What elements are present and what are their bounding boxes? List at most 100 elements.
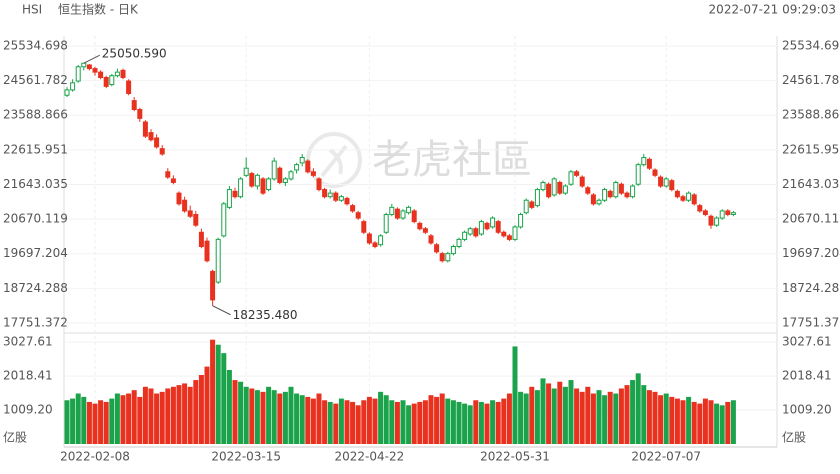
volume-bar [366,396,372,444]
x-tick-label: 2022-07-07 [631,450,701,464]
volume-bar [282,391,288,444]
volume-bar [534,390,540,444]
candle-body [568,171,574,185]
candle-body [75,66,81,82]
high-annotation: 25050.590 [102,47,167,61]
candle-body [540,181,546,191]
candle-body [210,270,216,301]
volume-bar [641,385,647,444]
volume-bar [411,403,417,444]
candle-body [406,206,412,214]
candle-body [142,121,148,137]
volume-bar [686,396,692,444]
timestamp: 2022-07-21 09:29:03 [709,3,836,17]
volume-bar [165,388,171,444]
candle-body [439,253,445,262]
volume-bar [182,383,188,444]
y-tick-label: 3027.61 [3,335,53,349]
volume-bar [439,393,445,444]
candle-body [249,173,255,187]
volume-bar [540,378,546,444]
candle-body [714,217,720,226]
volume-unit: 亿股 [782,430,806,445]
volume-bar [389,400,395,444]
candle-body [288,171,294,180]
volume-bar [450,400,456,444]
volume-bar [131,390,137,444]
volume-bar [64,400,70,444]
y-tick-label: 1009.20 [3,403,53,417]
y-tick-label: 22615.951 [782,142,840,156]
volume-bar [103,401,109,444]
candle-body [103,76,109,87]
volume-bar [618,388,624,444]
candle-body [523,199,529,214]
candle-body [719,210,725,219]
candle-body [383,213,389,233]
candle-body [182,199,188,212]
volume-bar [551,388,557,444]
candle-body [512,226,518,240]
candle-body [730,212,736,215]
y-tick-label: 21643.035 [3,177,68,191]
x-tick-label: 2022-02-08 [60,450,130,464]
volume-bar [154,393,160,444]
candle-body [114,71,120,77]
y-tick-label: 1009.20 [782,403,832,417]
candle-body [467,228,473,235]
y-tick-label: 22615.951 [3,142,68,156]
volume-unit: 亿股 [3,430,27,445]
volume-bar [714,403,720,444]
volume-bar [266,386,272,444]
volume-bar [478,401,484,444]
volume-bar [518,391,524,444]
volume-bar [719,405,725,444]
candle-body [417,222,423,230]
candle-body [92,68,98,73]
volume-bar [316,393,322,444]
volume-bar [434,396,440,444]
volume-bar [652,391,658,444]
candle-body [680,196,686,201]
candle-body [176,192,182,205]
candle-body [585,187,591,194]
candle-body [126,80,132,94]
candle-body [590,194,596,205]
volume-bar [462,403,468,444]
volume-bar [624,385,630,444]
candle-body [691,194,697,205]
chart-title: 恒生指数 - 日K [58,2,139,17]
volume-bar [406,405,412,444]
candle-body [602,189,608,201]
volume-bar [484,403,490,444]
volume-bar [271,390,277,444]
candle-body [506,235,512,240]
candle-body [641,157,647,166]
y-tick-label: 18724.288 [782,281,840,295]
volume-bar [568,380,574,444]
volume-bar [86,401,92,444]
candle-body [120,69,126,78]
y-tick-label: 17751.372 [782,315,840,329]
candle-body [378,235,384,246]
candle-body [495,221,501,233]
volume-bar [294,393,300,444]
watermark-logo [306,132,362,188]
candle-body [70,82,76,91]
volume-bar [702,398,708,444]
candle-body [596,199,602,205]
watermark: 老虎社區 [372,137,532,183]
candle-body [658,176,664,187]
candle-body [613,181,619,198]
candle-body [243,167,249,176]
candle-body [266,178,272,191]
candle-body [299,157,305,164]
volume-bar [193,380,199,444]
candle-body [478,221,484,235]
volume-bar [299,395,305,444]
volume-bar [378,391,384,444]
candle-body [630,185,636,198]
volume-bar [350,401,356,444]
candle-body [389,206,395,215]
